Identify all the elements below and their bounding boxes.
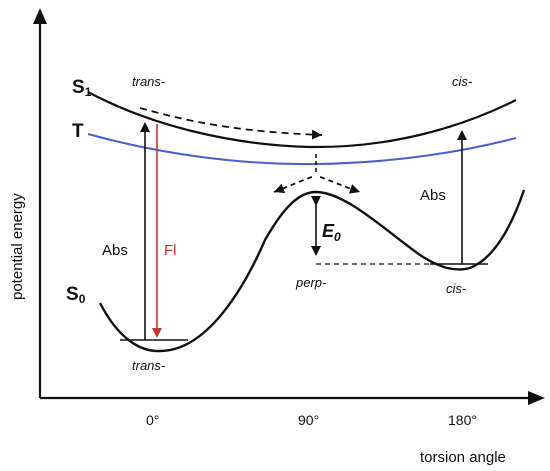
trans-bottom-label: trans- [132, 358, 166, 373]
cis-bottom-label: cis- [446, 281, 467, 296]
x-axis-title: torsion angle [420, 449, 506, 466]
x-tick-90: 90° [298, 412, 319, 428]
x-tick-180: 180° [448, 412, 477, 428]
y-axis-arrowhead [33, 8, 47, 24]
trans-top-label: trans- [132, 74, 166, 89]
x-axis-arrowhead [528, 391, 545, 405]
t-label: T [72, 121, 84, 142]
y-axis-title: potential energy [9, 193, 26, 300]
perp-label: perp- [295, 275, 327, 290]
abs-right-label: Abs [420, 187, 446, 204]
peak-dashed-arrow-left [273, 176, 313, 194]
axes [33, 8, 545, 405]
cis-top-label: cis- [452, 74, 473, 89]
peak-dashed-arrow-right [319, 176, 361, 194]
s0-curve [98, 189, 526, 353]
t-curve [87, 133, 517, 166]
abs-left-label: Abs [102, 242, 128, 259]
s1-dashed-arrow [139, 107, 323, 140]
s0-label: S0 [66, 284, 86, 306]
s1-label: S1 [72, 77, 92, 99]
fl-label: Fl [164, 242, 177, 259]
e0-label: E0 [322, 221, 341, 244]
x-tick-0: 0° [146, 412, 159, 428]
s1-curve [87, 91, 517, 149]
